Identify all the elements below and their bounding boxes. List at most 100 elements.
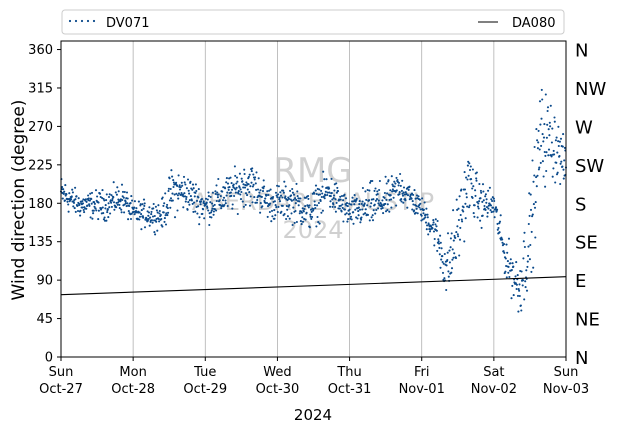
data-point-dv071 (439, 241, 442, 244)
data-point-dv071 (333, 189, 336, 192)
legend-box (61, 9, 565, 35)
data-point-dv071 (176, 194, 179, 197)
data-point-dv071 (411, 208, 414, 211)
data-point-dv071 (438, 246, 441, 249)
data-point-dv071 (527, 222, 530, 226)
data-point-dv071 (183, 192, 186, 195)
data-point-dv071 (180, 193, 183, 196)
data-point-dv071 (307, 197, 310, 200)
data-point-dv071 (237, 192, 240, 195)
data-point-dv071 (315, 225, 318, 228)
data-point-dv071 (452, 209, 455, 212)
data-point-dv071 (487, 204, 490, 207)
data-point-dv071 (218, 199, 221, 202)
data-point-dv071 (145, 218, 148, 221)
data-point-dv071 (97, 209, 100, 212)
series-dv071-points (59, 88, 568, 313)
data-point-dv071 (410, 197, 413, 200)
x-tick-label-date: Oct-31 (328, 382, 372, 397)
data-point-dv071 (553, 120, 556, 123)
data-point-dv071 (186, 178, 190, 181)
data-point-dv071 (85, 200, 88, 203)
data-point-dv071 (166, 207, 169, 210)
data-point-dv071 (129, 202, 132, 205)
data-point-dv071 (120, 208, 123, 211)
data-point-dv071 (105, 193, 108, 196)
data-point-dv071 (525, 269, 528, 272)
data-point-dv071 (107, 202, 110, 205)
data-point-dv071 (282, 189, 285, 192)
data-point-dv071 (510, 297, 513, 300)
data-point-dv071 (198, 216, 201, 219)
data-point-dv071 (87, 197, 90, 200)
data-point-dv071 (437, 238, 440, 241)
data-point-dv071 (162, 211, 165, 214)
data-point-dv071 (562, 168, 565, 171)
data-point-dv071 (328, 191, 331, 194)
data-point-dv071 (150, 213, 153, 216)
data-point-dv071 (250, 170, 253, 173)
data-point-dv071 (388, 210, 391, 213)
data-point-dv071 (61, 197, 64, 200)
data-point-dv071 (551, 127, 554, 130)
legend-dot (68, 19, 72, 23)
data-point-dv071 (393, 185, 396, 188)
data-point-dv071 (544, 154, 547, 157)
data-point-dv071 (348, 208, 351, 211)
data-point-dv071 (312, 207, 315, 211)
data-point-dv071 (414, 211, 417, 214)
data-point-dv071 (212, 210, 215, 213)
data-point-dv071 (207, 191, 210, 194)
data-point-dv071 (92, 212, 95, 215)
data-point-dv071 (118, 207, 121, 210)
data-point-dv071 (185, 195, 188, 199)
data-point-dv071 (432, 219, 435, 222)
data-point-dv071 (395, 189, 398, 192)
data-point-dv071 (243, 168, 246, 171)
data-point-dv071 (534, 201, 537, 204)
legend-dot (92, 19, 96, 23)
data-point-dv071 (143, 226, 147, 229)
data-point-dv071 (370, 202, 373, 205)
data-point-dv071 (229, 191, 232, 194)
data-point-dv071 (167, 189, 170, 193)
data-point-dv071 (274, 191, 278, 194)
data-point-dv071 (158, 220, 161, 223)
data-point-dv071 (185, 187, 188, 190)
data-point-dv071 (459, 226, 462, 229)
data-point-dv071 (377, 207, 380, 210)
data-point-dv071 (82, 208, 85, 212)
data-point-dv071 (335, 191, 338, 194)
data-point-dv071 (172, 185, 175, 189)
data-point-dv071 (395, 176, 398, 179)
data-point-dv071 (256, 198, 259, 202)
data-point-dv071 (147, 214, 150, 217)
data-point-dv071 (357, 206, 360, 209)
data-point-dv071 (139, 203, 142, 206)
data-point-dv071 (217, 193, 220, 196)
data-point-dv071 (253, 196, 256, 199)
data-point-dv071 (433, 244, 436, 247)
data-point-dv071 (171, 175, 174, 178)
data-point-dv071 (301, 220, 305, 223)
data-point-dv071 (456, 225, 459, 228)
data-point-dv071 (490, 211, 493, 214)
x-tick-label-date: Nov-03 (543, 382, 589, 397)
data-point-dv071 (511, 262, 514, 265)
data-point-dv071 (523, 231, 526, 234)
data-point-dv071 (457, 218, 460, 222)
data-point-dv071 (435, 225, 438, 228)
data-point-dv071 (552, 167, 555, 170)
data-point-dv071 (415, 204, 418, 207)
compass-label: NE (575, 310, 600, 331)
data-point-dv071 (408, 185, 411, 188)
data-point-dv071 (283, 212, 286, 216)
data-point-dv071 (563, 146, 566, 149)
data-point-dv071 (235, 186, 238, 189)
data-point-dv071 (533, 174, 536, 177)
data-point-dv071 (489, 209, 492, 212)
data-point-dv071 (215, 209, 218, 212)
data-point-dv071 (484, 208, 487, 211)
legend-label-da080: DA080 (512, 16, 556, 31)
data-point-dv071 (381, 206, 384, 210)
